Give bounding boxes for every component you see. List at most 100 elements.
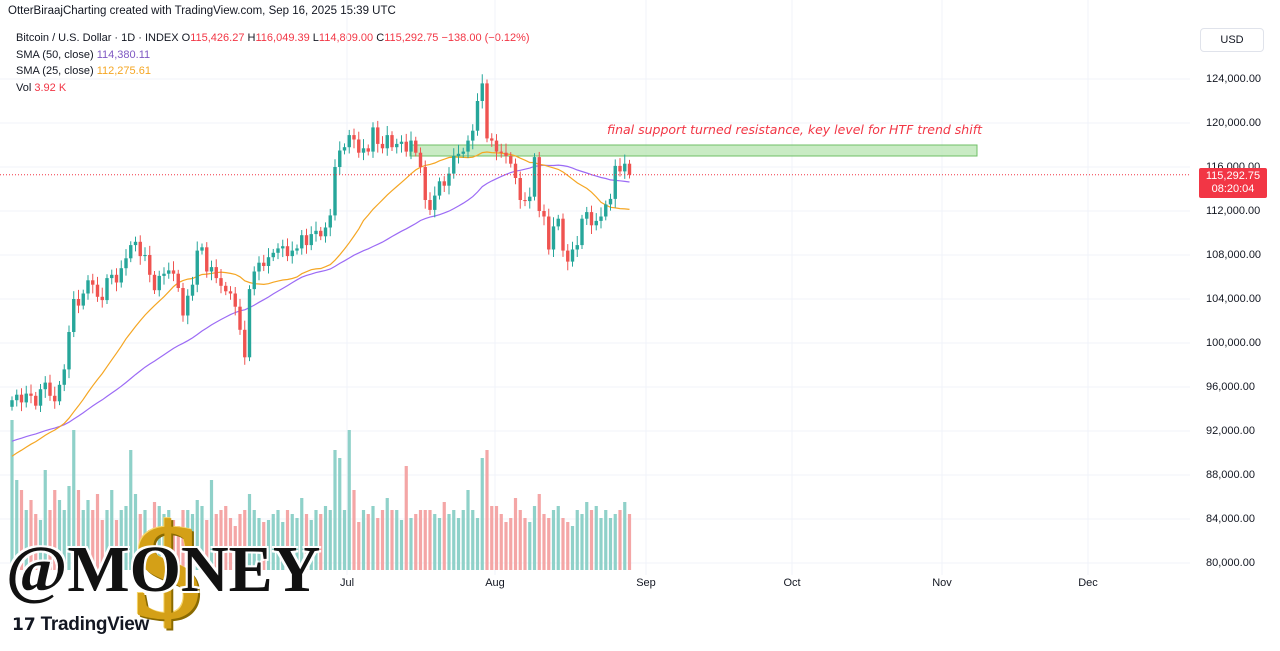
high-label: H	[247, 32, 256, 44]
candle-body	[110, 274, 114, 279]
volume-bar	[271, 514, 275, 570]
volume-bar	[319, 514, 323, 570]
bar-countdown: 08:20:04	[1211, 183, 1255, 195]
volume-bar	[48, 510, 52, 570]
volume-bar	[219, 510, 223, 570]
candle-body	[490, 138, 494, 141]
volume-bar	[461, 510, 465, 570]
price-axis-tick: 84,000.00	[1206, 513, 1255, 525]
candle-body	[271, 252, 275, 258]
volume-bar	[376, 518, 380, 570]
candle-body	[409, 140, 413, 152]
volume-bar	[480, 458, 484, 570]
candle-body	[537, 157, 541, 211]
price-axis-tick: 96,000.00	[1206, 381, 1255, 393]
candle-body	[243, 329, 247, 358]
candle-body	[228, 291, 233, 294]
volume-bar	[100, 520, 104, 570]
volume-bar	[157, 506, 161, 570]
volume-bar	[257, 518, 261, 570]
candle-body	[399, 141, 404, 144]
candle-body	[300, 235, 304, 249]
volume-bar	[361, 510, 366, 570]
candle-body	[171, 270, 176, 274]
currency-selector[interactable]: USD	[1200, 28, 1264, 52]
candle-body	[295, 248, 299, 251]
volume-bar	[86, 500, 90, 570]
candle-body	[570, 249, 575, 262]
volume-bar	[504, 522, 508, 570]
volume-bar	[110, 490, 114, 570]
volume-bar	[352, 490, 356, 570]
volume-bar	[224, 506, 228, 570]
volume-bar	[523, 518, 527, 570]
volume-bar	[95, 494, 100, 570]
candle-body	[181, 288, 185, 316]
candle-body	[385, 135, 389, 149]
candle-body	[447, 173, 451, 186]
legend-sma25-row[interactable]: SMA (25, close) 112,275.61	[16, 63, 530, 80]
price-axis-tick: 88,000.00	[1206, 469, 1255, 481]
volume-bar	[551, 510, 556, 570]
candle-body	[281, 246, 285, 249]
volume-bar	[10, 420, 14, 570]
symbol-name[interactable]: Bitcoin / U.S. Dollar · 1D · INDEX	[16, 32, 179, 44]
time-axis-tick: Sep	[636, 577, 656, 589]
candle-body	[627, 163, 632, 175]
candle-body	[76, 299, 81, 306]
candle-body	[233, 293, 237, 307]
volume-bar	[561, 518, 565, 570]
last-price-label: 115,292.75 08:20:04	[1199, 168, 1267, 198]
candle-body	[257, 262, 261, 272]
price-chart[interactable]	[0, 0, 1190, 575]
tradingview-mark-icon: 17	[12, 615, 36, 635]
volume-bar	[418, 510, 423, 570]
close-label: C	[376, 32, 385, 44]
volume-bar	[390, 510, 394, 570]
candle-body	[357, 139, 361, 153]
volume-bar	[414, 514, 418, 570]
volume-bar	[395, 510, 399, 570]
sma25-line	[11, 151, 630, 457]
tradingview-logo[interactable]: 17 TradingView	[12, 614, 149, 636]
volume-bar	[105, 510, 109, 570]
candle-body	[376, 127, 380, 144]
volume-bar	[466, 490, 470, 570]
candle-body	[152, 274, 157, 291]
legend-sma50-row[interactable]: SMA (50, close) 114,380.11	[16, 47, 530, 64]
price-axis-tick: 124,000.00	[1206, 73, 1262, 85]
candle-body	[580, 218, 584, 246]
volume-bar	[304, 514, 309, 570]
candle-body	[518, 178, 522, 200]
volume-bar	[29, 500, 33, 570]
volume-bar	[323, 506, 328, 570]
volume-bar	[162, 514, 166, 570]
money-watermark: @MONEY	[6, 533, 321, 606]
candle-body	[38, 389, 43, 406]
volume-bar	[62, 510, 66, 570]
high-value: 116,049.39	[255, 32, 310, 44]
volume-bar	[138, 514, 142, 570]
sma50-label: SMA (50, close)	[16, 48, 94, 61]
candle-body	[290, 250, 294, 257]
volume-bar	[309, 520, 313, 570]
candle-body	[532, 157, 537, 197]
candle-body	[480, 83, 484, 101]
candle-body	[513, 163, 518, 178]
candle-body	[575, 245, 579, 250]
candle-body	[81, 293, 85, 306]
legend-volume-row[interactable]: Vol 3.92 K	[16, 80, 530, 97]
candle-body	[323, 227, 328, 237]
candle-body	[309, 234, 313, 246]
volume-bar	[91, 510, 95, 570]
volume-bar	[371, 506, 375, 570]
volume-bar	[608, 518, 613, 570]
volume-bar	[456, 518, 461, 570]
volume-bar	[409, 518, 413, 570]
candle-body	[67, 332, 71, 370]
resistance-annotation[interactable]: final support turned resistance, key lev…	[607, 122, 982, 137]
volume-bar	[295, 518, 299, 570]
time-axis-tick: Oct	[783, 577, 801, 589]
candle-body	[57, 384, 62, 402]
chart-credit: OtterBiraajCharting created with Trading…	[8, 5, 396, 17]
